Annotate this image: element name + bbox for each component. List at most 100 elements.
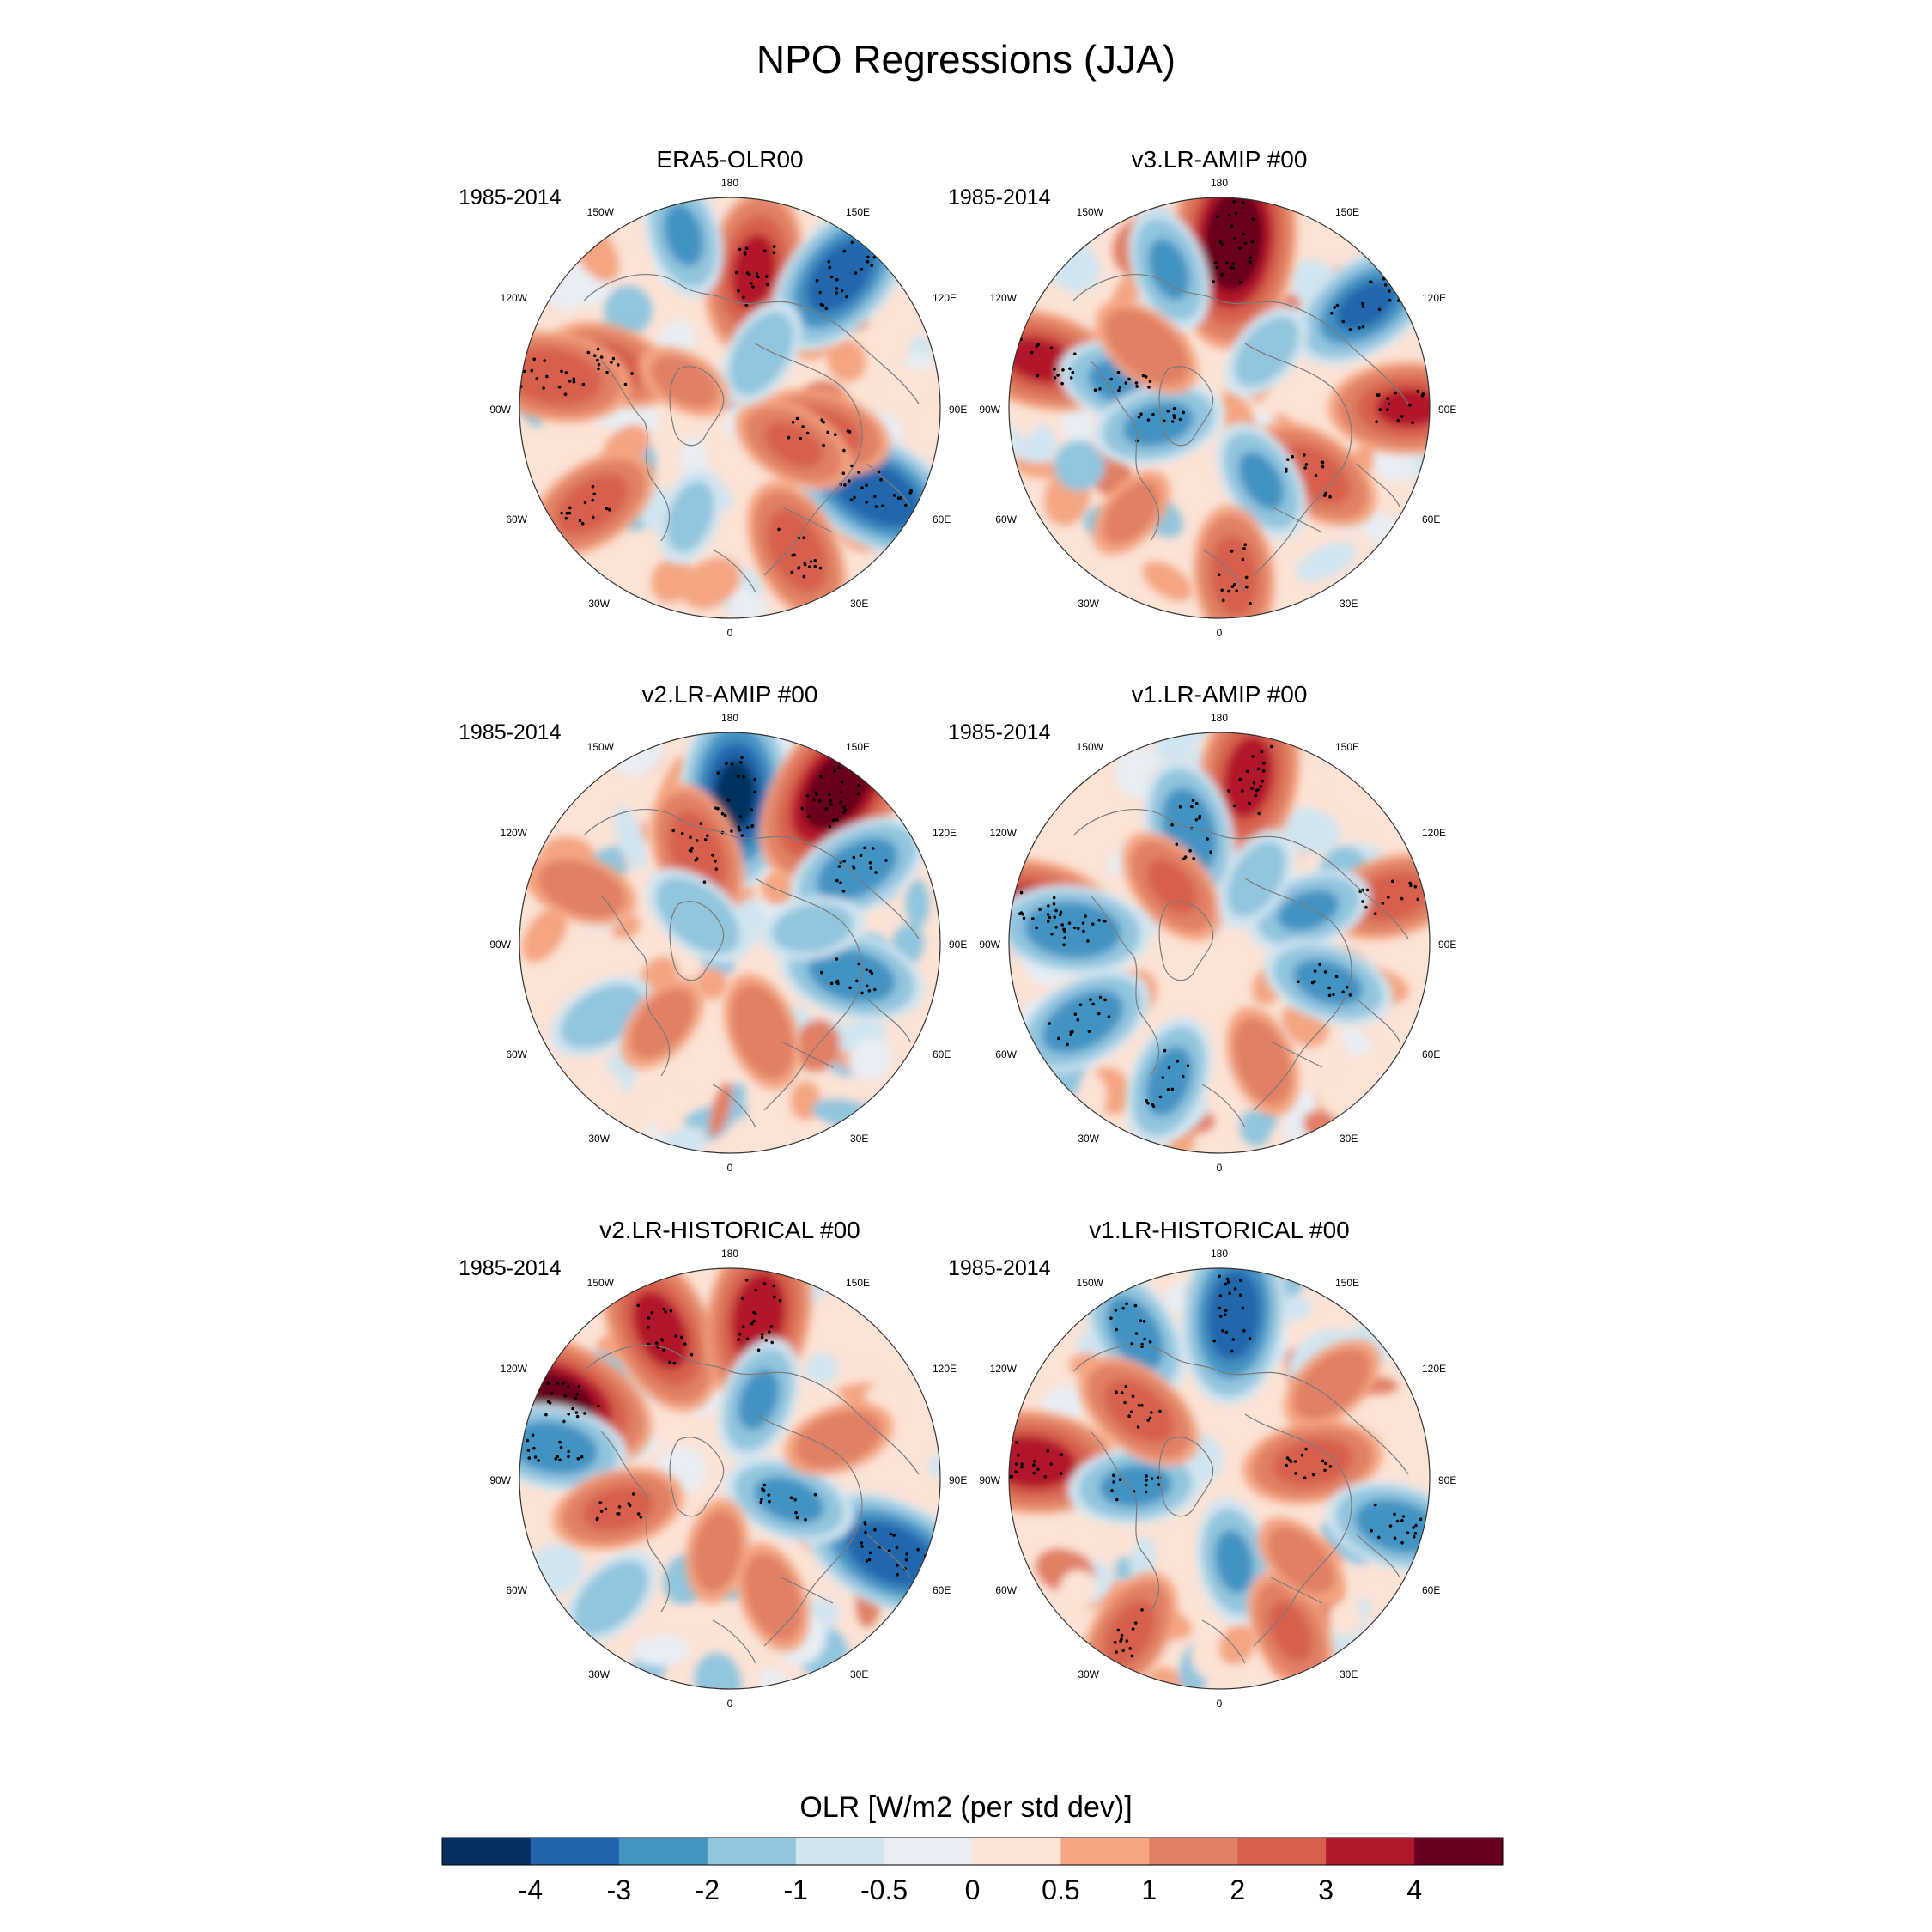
panel-v1-amip: v1.LR-AMIP #00 1985-2014 180 150E 120E 90E 6… xyxy=(945,681,1494,1196)
significance-dot xyxy=(558,1458,562,1462)
significance-dot xyxy=(1078,1003,1083,1007)
significance-dot xyxy=(537,1459,540,1462)
coastline xyxy=(669,901,725,981)
lon-label-150w: 150W xyxy=(1077,741,1104,753)
significance-dot xyxy=(1245,585,1249,589)
significance-dot xyxy=(1178,805,1182,809)
significance-dot xyxy=(1188,848,1192,853)
significance-dot xyxy=(1097,1012,1101,1016)
significance-dot xyxy=(1261,769,1266,773)
significance-dot xyxy=(690,846,694,850)
significance-dot xyxy=(1198,814,1202,818)
significance-dot xyxy=(1032,1463,1036,1467)
significance-dot xyxy=(1242,232,1246,236)
significance-dot xyxy=(694,859,697,862)
lon-label-60w: 60W xyxy=(995,513,1017,526)
significance-dot xyxy=(1117,388,1121,392)
anomaly-blob xyxy=(1375,388,1430,428)
significance-dot xyxy=(1303,1476,1307,1479)
anomaly-blob xyxy=(1009,1435,1077,1489)
significance-dot xyxy=(1334,975,1339,979)
significance-dot xyxy=(680,831,684,835)
significance-dot xyxy=(896,1564,899,1567)
coastline xyxy=(755,1413,863,1647)
lon-label-30e: 30E xyxy=(850,598,868,610)
significance-dot xyxy=(726,799,731,802)
significance-dot xyxy=(1163,1048,1167,1053)
significance-dot xyxy=(1248,259,1252,264)
significance-dot xyxy=(764,1339,769,1342)
significance-dot xyxy=(772,251,776,254)
significance-dot xyxy=(1323,970,1327,974)
significance-dot xyxy=(1049,1462,1053,1466)
lon-label-60e: 60E xyxy=(933,1048,951,1060)
anomaly-blob xyxy=(692,1510,742,1593)
significance-dot xyxy=(1166,410,1170,413)
significance-dot xyxy=(793,553,796,557)
coastline xyxy=(1201,506,1323,593)
significance-dot xyxy=(1304,463,1309,466)
significance-dot xyxy=(1130,1654,1134,1658)
significance-dot xyxy=(750,808,753,811)
significance-dot xyxy=(1235,589,1238,592)
significance-dot xyxy=(592,354,597,357)
significance-dot xyxy=(533,1455,538,1459)
panel-title: v1.LR-HISTORICAL #00 xyxy=(1089,1217,1350,1243)
significance-dot xyxy=(794,1510,798,1515)
significance-dot xyxy=(1383,283,1388,287)
significance-dot xyxy=(647,1316,651,1320)
significance-dot xyxy=(591,484,595,489)
significance-dot xyxy=(1238,246,1242,250)
anomaly-blob xyxy=(1099,1464,1172,1508)
significance-dot xyxy=(1221,598,1225,603)
map-border xyxy=(1008,732,1431,1154)
significance-dot xyxy=(1145,1479,1148,1482)
significance-dot xyxy=(1297,980,1300,983)
anomaly-patch xyxy=(660,1605,723,1630)
significance-dot xyxy=(702,880,707,884)
significance-dot xyxy=(1103,919,1107,923)
significance-dot xyxy=(1285,1463,1288,1467)
lon-label-30e: 30E xyxy=(850,1668,868,1680)
coastline xyxy=(1244,1413,1352,1647)
significance-dot xyxy=(1121,1306,1125,1310)
significance-dot xyxy=(1032,1471,1036,1475)
significance-dot xyxy=(1224,1309,1227,1313)
significance-dot xyxy=(1053,376,1057,380)
significance-dot xyxy=(1361,301,1364,306)
lon-label-30e: 30E xyxy=(1340,1133,1358,1145)
significance-dot xyxy=(803,562,806,566)
significance-dot xyxy=(1377,307,1382,312)
colorbar-tick-label: -0.5 xyxy=(860,1874,908,1905)
significance-dot xyxy=(756,1348,761,1352)
significance-dot xyxy=(1118,1478,1122,1481)
significance-dot xyxy=(519,1392,523,1395)
significance-dot xyxy=(833,769,836,773)
significance-dot xyxy=(761,1487,764,1491)
significance-dot xyxy=(737,775,740,778)
anomaly-patch xyxy=(1079,1072,1107,1112)
significance-dot xyxy=(1361,900,1364,903)
lon-label-30w: 30W xyxy=(1078,1133,1099,1145)
significance-dot xyxy=(826,430,829,434)
colorbar-tick-label: -4 xyxy=(519,1874,543,1905)
significance-dot xyxy=(535,377,539,380)
significance-dot xyxy=(811,798,816,801)
significance-dot xyxy=(1227,213,1231,217)
anomaly-patch xyxy=(521,907,568,963)
significance-dot xyxy=(1069,1030,1073,1034)
significance-dot xyxy=(1071,370,1075,374)
significance-dot xyxy=(526,1449,531,1452)
significance-dot xyxy=(1086,939,1090,943)
significance-dot xyxy=(829,981,834,986)
significance-dot xyxy=(1376,393,1381,398)
significance-dot xyxy=(576,1457,580,1461)
significance-dot xyxy=(591,515,595,519)
significance-dot xyxy=(842,860,846,863)
significance-dot xyxy=(1393,1512,1396,1516)
significance-dot xyxy=(1413,1532,1418,1535)
significance-dot xyxy=(530,368,534,373)
significance-dot xyxy=(904,503,908,507)
significance-dot xyxy=(818,290,822,295)
coastline xyxy=(600,1431,671,1613)
